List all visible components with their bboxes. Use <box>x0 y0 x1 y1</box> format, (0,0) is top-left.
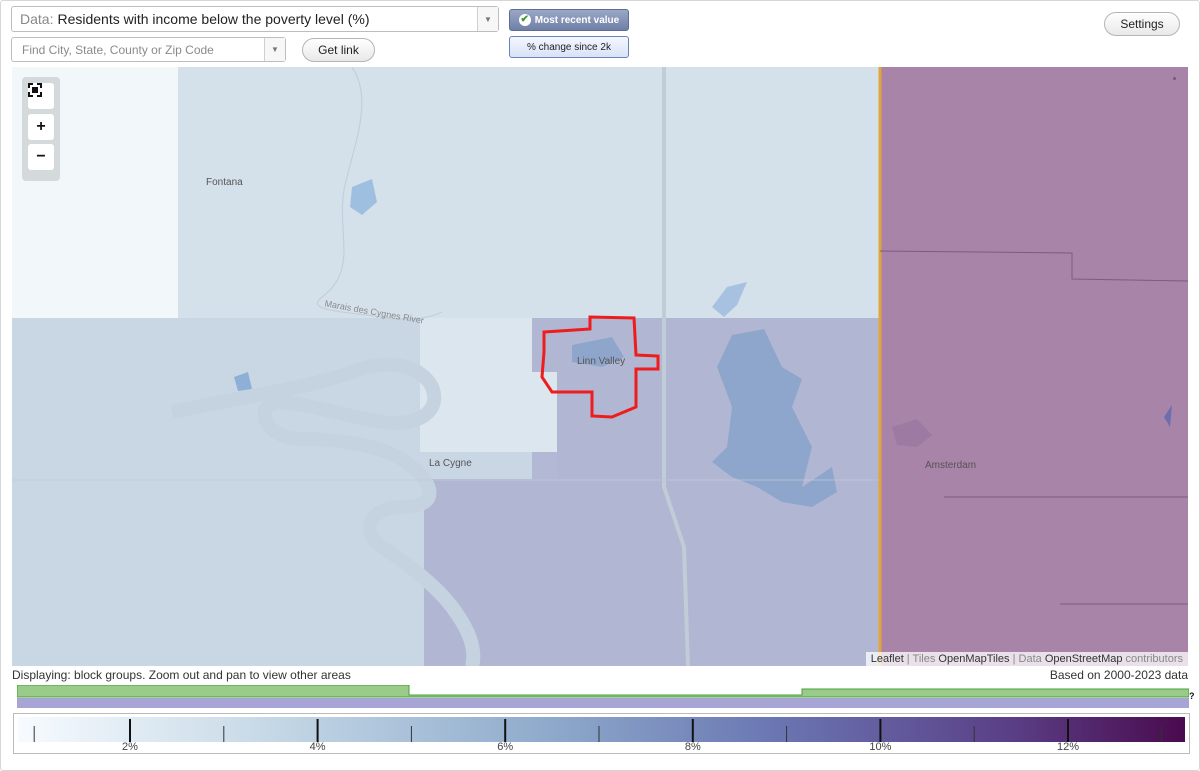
pond-west <box>234 372 252 391</box>
place-label-linn-valley: Linn Valley <box>577 356 626 367</box>
zoom-out-icon[interactable]: − <box>28 144 54 170</box>
pond-east <box>1164 405 1172 427</box>
legend-tick-label: 4% <box>309 741 326 753</box>
choropleth-map[interactable]: Fontana Linn Valley La Cygne Amsterdam M… <box>12 67 1188 666</box>
data-select-label: Data: <box>20 11 54 27</box>
missouri-boundary-1 <box>879 250 1188 282</box>
zoom-in-icon[interactable]: + <box>28 114 54 140</box>
fullscreen-icon[interactable] <box>28 83 54 109</box>
data-select-value: Residents with income below the poverty … <box>57 11 370 27</box>
region-north <box>178 67 880 318</box>
lake-small <box>572 337 624 367</box>
data-select[interactable]: Data: Residents with income below the po… <box>11 6 499 32</box>
map-layer <box>12 67 1188 666</box>
legend-tick-label: 10% <box>869 741 892 753</box>
percent-change-button[interactable]: % change since 2k <box>509 36 629 58</box>
river-marais-des-cygnes <box>170 357 481 666</box>
highway <box>662 67 690 666</box>
legend-tick-label: 8% <box>684 741 701 753</box>
legend-tick-label: 2% <box>122 741 138 753</box>
river-north <box>316 67 443 320</box>
data-availability-chart[interactable] <box>17 685 1189 711</box>
region-missouri <box>880 67 1188 666</box>
help-icon[interactable]: ? <box>1189 691 1195 701</box>
place-label-fontana: Fontana <box>206 177 243 188</box>
display-note: Displaying: block groups. Zoom out and p… <box>12 668 351 682</box>
chevron-down-icon[interactable]: ▼ <box>477 7 498 31</box>
place-label-la-cygne: La Cygne <box>429 458 472 469</box>
location-search-input[interactable] <box>20 42 264 58</box>
color-legend: 2% 4% 6% 8% 10% 12% <box>13 713 1190 754</box>
lake-linn-valley <box>712 329 837 507</box>
highlighted-boundary <box>540 315 660 419</box>
lake-fontana <box>350 179 377 215</box>
attribution-osm-link[interactable]: OpenStreetMap <box>1044 653 1123 665</box>
legend-tick-label: 12% <box>1056 741 1080 753</box>
legend-gradient <box>18 717 1185 742</box>
availability-green-band <box>17 685 1189 698</box>
attribution-leaflet-link[interactable]: Leaflet <box>870 653 904 665</box>
location-search[interactable]: ▼ <box>11 37 286 62</box>
zoom-control: + − <box>22 77 60 181</box>
lake-north <box>712 282 747 317</box>
settings-button[interactable]: Settings <box>1104 12 1180 36</box>
place-label-amsterdam: Amsterdam <box>925 460 977 471</box>
attribution-openmaptiles-link[interactable]: OpenMapTiles <box>938 653 1010 665</box>
check-icon: ✔ <box>518 14 531 26</box>
data-years-note: Based on 2000-2023 data <box>1049 668 1188 682</box>
amsterdam-area <box>892 419 932 447</box>
map-attribution: Leaflet | Tiles OpenMapTiles | Data Open… <box>865 652 1188 666</box>
most-recent-value-label: Most recent value <box>534 14 620 26</box>
map-marker-dot <box>1173 77 1176 80</box>
legend-tick-label: 6% <box>497 741 514 753</box>
search-dropdown-icon[interactable]: ▼ <box>264 38 285 61</box>
get-link-button[interactable]: Get link <box>302 38 375 62</box>
availability-purple-band <box>17 698 1189 708</box>
most-recent-value-button[interactable]: ✔ Most recent value <box>509 9 629 31</box>
